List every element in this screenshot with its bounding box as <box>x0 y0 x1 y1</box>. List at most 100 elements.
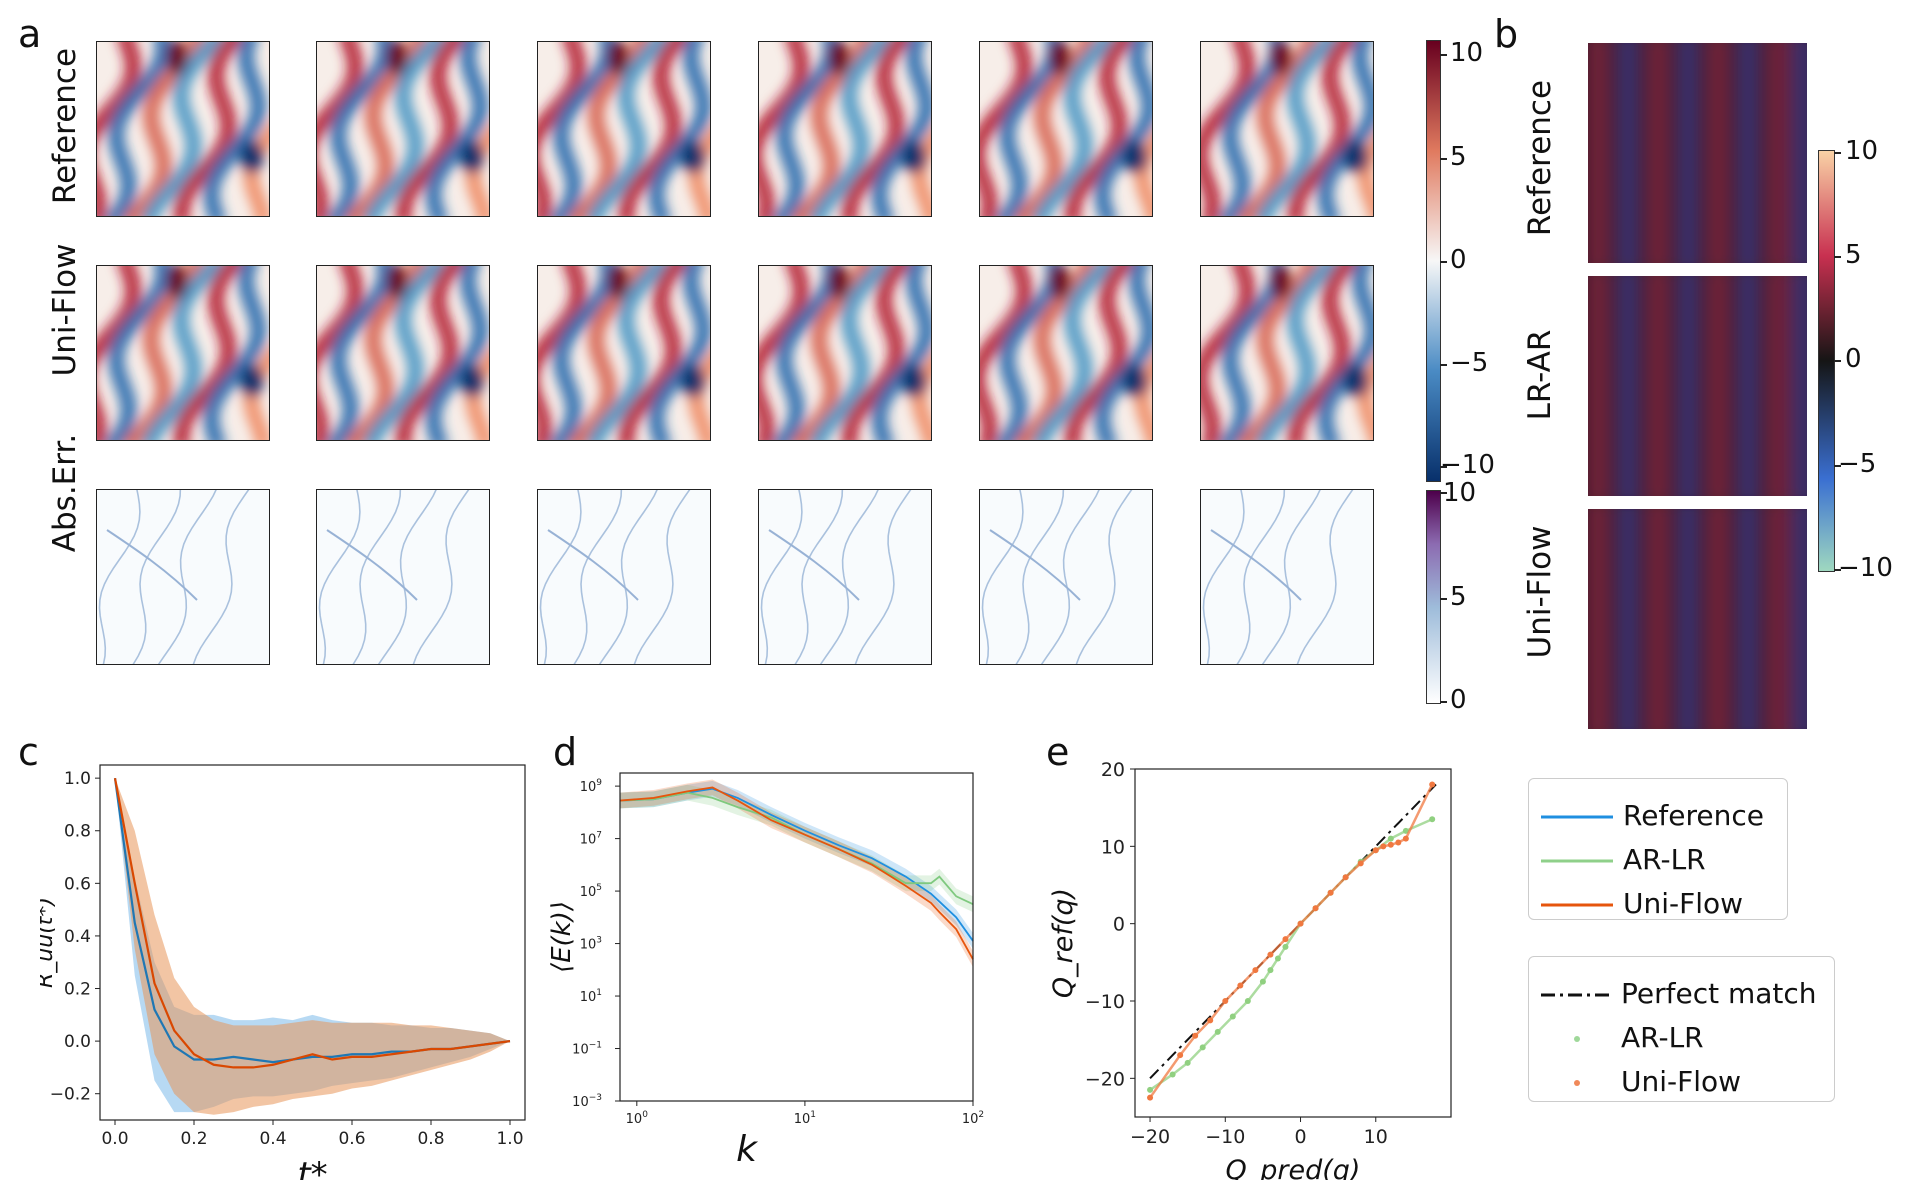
vort-tick-neg5: −5 <box>1450 348 1489 378</box>
b-tick-5: 5 <box>1845 240 1862 270</box>
field-tile-uniflow-5 <box>979 265 1153 441</box>
c-ylabel: R_uu(t*) <box>40 897 58 988</box>
e-xtick: −10 <box>1205 1126 1245 1148</box>
e-ytick: 20 <box>1101 759 1125 781</box>
d-ytick: 101 <box>580 988 602 1005</box>
b-tick-0: 0 <box>1845 344 1862 374</box>
e-ytick: 10 <box>1101 836 1125 858</box>
field-tile-abs-err-1 <box>96 489 270 665</box>
legend-lines: Reference AR-LR Uni-Flow <box>1528 778 1788 920</box>
b-field-tile-lrar <box>1588 276 1807 496</box>
c-ytick: 0.4 <box>64 927 91 947</box>
vort-tick-neg10: −10 <box>1440 450 1495 480</box>
legend-label-ar-lr: AR-LR <box>1623 843 1706 876</box>
legend-label-scatter-uniflow: Uni-Flow <box>1621 1065 1742 1098</box>
b-tick-10: 10 <box>1845 136 1879 166</box>
legend-dot-ar-lr <box>1574 1036 1580 1042</box>
err-tick-10: 10 <box>1443 478 1477 508</box>
d-ytick: 10−1 <box>572 1041 602 1058</box>
spectrum-line-reference <box>619 787 974 942</box>
field-tile-uniflow-3 <box>537 265 711 441</box>
legend-scatter: Perfect match AR-LR Uni-Flow <box>1528 956 1835 1102</box>
qq-plot-chart: −20 −10 0 10 20 10 0 −10 −20 Q_pred(q) Q_ref(q) <box>1050 759 1452 1180</box>
d-ytick: 107 <box>580 831 602 848</box>
e-ytick: −20 <box>1085 1068 1125 1090</box>
vort-tick-10: 10 <box>1450 38 1484 68</box>
panel-c-letter: c <box>18 730 39 774</box>
qq-trace-ar-lr <box>1149 818 1433 1091</box>
qq-trace-uni-flow <box>1149 783 1434 1099</box>
err-tick-5: 5 <box>1450 582 1467 612</box>
field-tile-reference-4 <box>758 41 932 217</box>
c-ytick: −0.2 <box>50 1085 91 1105</box>
field-tile-reference-6 <box>1200 41 1374 217</box>
d-ytick: 10−3 <box>572 1093 602 1110</box>
c-ytick: 0.6 <box>64 874 91 894</box>
field-tile-abs-err-4 <box>758 489 932 665</box>
e-ytick: −10 <box>1085 991 1125 1013</box>
c-xtick: 0.4 <box>259 1129 286 1149</box>
c-xtick: 0.2 <box>180 1129 207 1149</box>
energy-spectrum-chart: 100 101 102 109 107 105 103 101 10−1 10−3 k ⟨E(k)⟩ <box>547 772 984 1170</box>
field-tile-abs-err-3 <box>537 489 711 665</box>
d-xtick: 100 <box>626 1110 649 1127</box>
vort-tick-5: 5 <box>1450 142 1467 172</box>
d-xtick: 101 <box>794 1110 816 1127</box>
panel-e-letter: e <box>1046 730 1070 774</box>
row-label-abs-err: Abs.Err. <box>47 433 83 553</box>
band-reference <box>620 780 973 949</box>
c-xtick: 1.0 <box>496 1129 523 1149</box>
d-ytick: 105 <box>580 883 602 900</box>
panel-b-letter: b <box>1494 12 1519 56</box>
c-xtick: 0.0 <box>101 1129 128 1149</box>
b-tick-neg5: −5 <box>1838 449 1877 479</box>
d-xlabel: k <box>736 1129 759 1170</box>
autocorrelation-chart: 0.0 0.2 0.4 0.6 0.8 1.0 1.0 0.8 0.6 0.4 0.2 0.0 −0.2… <box>40 764 526 1180</box>
field-tile-reference-3 <box>537 41 711 217</box>
c-xtick: 0.6 <box>338 1129 365 1149</box>
b-row-label-uniflow: Uni-Flow <box>1522 525 1558 659</box>
field-tile-uniflow-2 <box>316 265 490 441</box>
c-ytick: 1.0 <box>64 769 91 789</box>
field-tile-uniflow-4 <box>758 265 932 441</box>
field-tile-uniflow-1 <box>96 265 270 441</box>
c-ytick: 0.0 <box>64 1032 91 1052</box>
field-tile-reference-1 <box>96 41 270 217</box>
d-xtick: 102 <box>962 1110 984 1127</box>
field-tile-abs-err-2 <box>316 489 490 665</box>
legend-label-reference: Reference <box>1623 799 1764 832</box>
b-tick-neg10: −10 <box>1838 553 1893 583</box>
b-field-tile-uniflow <box>1588 509 1807 729</box>
legend-label-scatter-ar-lr: AR-LR <box>1621 1021 1704 1054</box>
error-colorbar <box>1426 490 1441 704</box>
d-ytick: 109 <box>580 778 603 795</box>
e-ylabel: Q_ref(q) <box>1050 888 1079 998</box>
vort-tick-0: 0 <box>1450 245 1467 275</box>
field-tile-reference-5 <box>979 41 1153 217</box>
row-label-uniflow: Uni-Flow <box>47 243 83 377</box>
e-xtick: 10 <box>1364 1126 1388 1148</box>
panel-a-letter: a <box>18 12 42 56</box>
b-row-label-reference: Reference <box>1522 79 1558 237</box>
c-xtick: 0.8 <box>417 1129 444 1149</box>
field-tile-abs-err-6 <box>1200 489 1374 665</box>
c-ytick: 0.8 <box>64 822 91 842</box>
d-ytick: 103 <box>580 936 602 953</box>
field-tile-uniflow-6 <box>1200 265 1374 441</box>
e-xlabel: Q_pred(q) <box>1226 1155 1361 1180</box>
d-ylabel: ⟨E(k)⟩ <box>547 901 577 973</box>
e-ytick: 0 <box>1113 914 1125 936</box>
line-uni-flow <box>113 777 511 1069</box>
legend-dot-uniflow <box>1574 1080 1580 1086</box>
panel-b-colorbar <box>1818 150 1835 572</box>
b-field-tile-reference <box>1588 43 1807 263</box>
field-tile-reference-2 <box>316 41 490 217</box>
row-label-reference: Reference <box>47 47 83 205</box>
err-tick-0: 0 <box>1450 685 1467 715</box>
spectrum-line-uni-flow <box>619 786 974 960</box>
e-xtick: 0 <box>1294 1126 1306 1148</box>
legend-label-perfect-match: Perfect match <box>1621 977 1817 1010</box>
c-ytick: 0.2 <box>64 980 91 1000</box>
legend-label-uniflow: Uni-Flow <box>1623 887 1744 920</box>
band-uni-flow <box>620 779 973 968</box>
